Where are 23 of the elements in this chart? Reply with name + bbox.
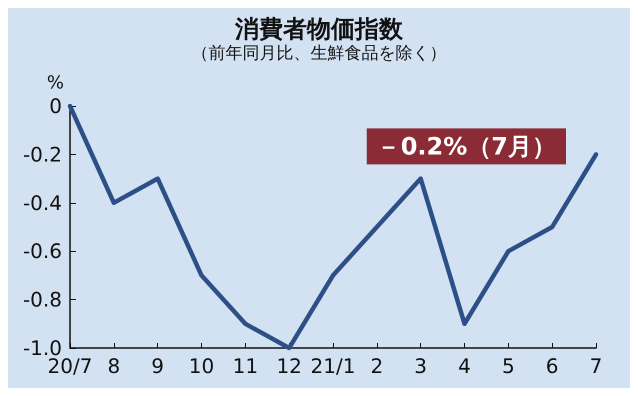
y-tick-label: -0.8 bbox=[22, 288, 62, 312]
chart-title: 消費者物価指数 bbox=[234, 15, 404, 43]
x-tick-label: 3 bbox=[414, 354, 428, 378]
x-tick-label: 11 bbox=[232, 354, 258, 378]
x-tick-label: 10 bbox=[188, 354, 214, 378]
y-tick-label: -0.2 bbox=[22, 142, 62, 166]
x-tick-label: 12 bbox=[276, 354, 302, 378]
x-tick-label: 9 bbox=[151, 354, 164, 378]
annotation: －0.2%（7月） bbox=[376, 132, 556, 160]
y-tick-label: -0.4 bbox=[22, 190, 62, 215]
x-tick-label: 21/1 bbox=[310, 354, 356, 378]
chart-subtitle: （前年同月比、生鮮食品を除く） bbox=[192, 44, 446, 64]
x-tick-label: 2 bbox=[370, 354, 384, 378]
y-tick-label: -0.6 bbox=[22, 239, 62, 264]
y-tick-label: 0 bbox=[49, 94, 62, 118]
x-tick-label: 6 bbox=[546, 354, 559, 378]
x-tick-label: 7 bbox=[590, 354, 602, 378]
y-axis-title: % bbox=[46, 72, 64, 94]
x-tick-label: 4 bbox=[458, 354, 471, 378]
x-tick-label: 5 bbox=[502, 354, 515, 378]
x-tick-label: 20/7 bbox=[48, 354, 92, 378]
line-series bbox=[68, 104, 598, 350]
x-tick-label: 8 bbox=[107, 354, 120, 378]
